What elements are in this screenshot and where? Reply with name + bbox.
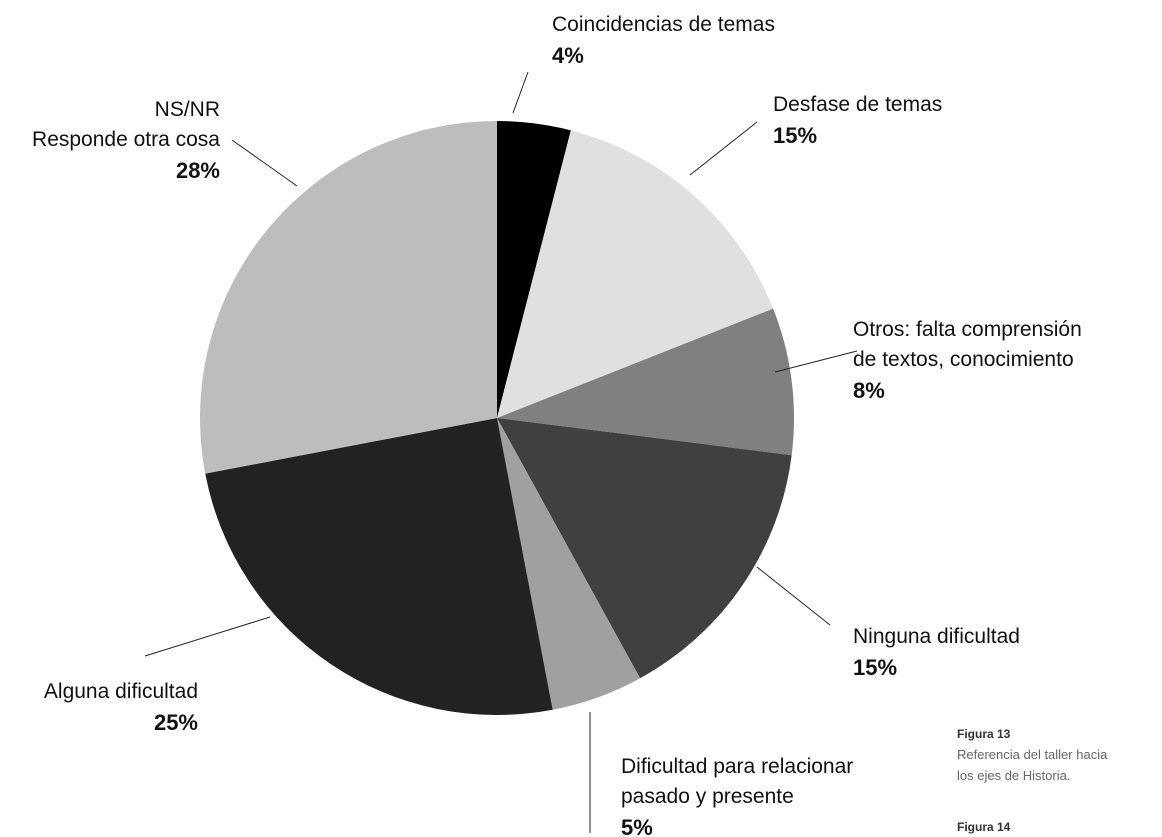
slice-value: 4% [552, 43, 584, 68]
leader-line [231, 139, 298, 187]
caption-title: Figura 13 [957, 727, 1011, 741]
slice-value: 8% [853, 378, 885, 403]
caption-text: Referencia del taller hacia los ejes de H… [957, 747, 1108, 783]
leader-line [144, 616, 271, 657]
pie-slice [497, 308, 794, 456]
leader-line [512, 71, 529, 114]
pie-slice [497, 418, 641, 710]
leader-line [689, 121, 758, 176]
slice-label: Coincidencias de temas [552, 13, 775, 36]
slice-value: 28% [176, 158, 220, 183]
slice-label: Alguna dificultad [44, 680, 198, 703]
slice-label: Desfase de temas [773, 93, 942, 116]
slice-value: 25% [154, 710, 198, 735]
slice-value: 15% [853, 655, 897, 680]
caption-title: Figura 14 [957, 820, 1011, 834]
pie-slice [199, 121, 497, 474]
slice-label: Otros: falta comprensión de textos, conoc… [853, 318, 1082, 371]
pie-slice [497, 121, 571, 418]
leader-line [756, 566, 831, 626]
slice-label: Ninguna dificultad [853, 625, 1020, 648]
leader-line [774, 350, 858, 373]
pie-slice [497, 418, 792, 679]
slice-value: 15% [773, 123, 817, 148]
slice-label: Dificultad para relacionar pasado y prese… [621, 755, 853, 808]
slice-label: NS/NR Responde otra cosa [32, 98, 220, 151]
pie-slice [497, 130, 774, 418]
slice-value: 5% [621, 815, 653, 837]
pie-slice [205, 418, 553, 715]
